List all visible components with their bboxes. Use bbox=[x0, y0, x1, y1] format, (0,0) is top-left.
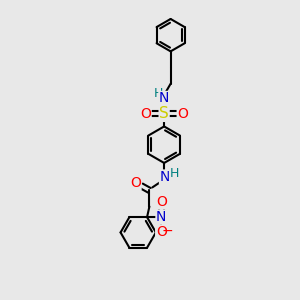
Text: N: N bbox=[159, 92, 169, 106]
Text: −: − bbox=[162, 224, 173, 237]
Text: O: O bbox=[177, 107, 188, 121]
Text: O: O bbox=[130, 176, 141, 190]
Text: O: O bbox=[140, 107, 151, 121]
Text: N: N bbox=[160, 170, 170, 184]
Text: H: H bbox=[169, 167, 179, 180]
Text: S: S bbox=[159, 106, 169, 121]
Text: N: N bbox=[156, 210, 166, 224]
Text: H: H bbox=[154, 87, 164, 100]
Text: O: O bbox=[156, 226, 167, 239]
Text: O: O bbox=[156, 195, 167, 209]
